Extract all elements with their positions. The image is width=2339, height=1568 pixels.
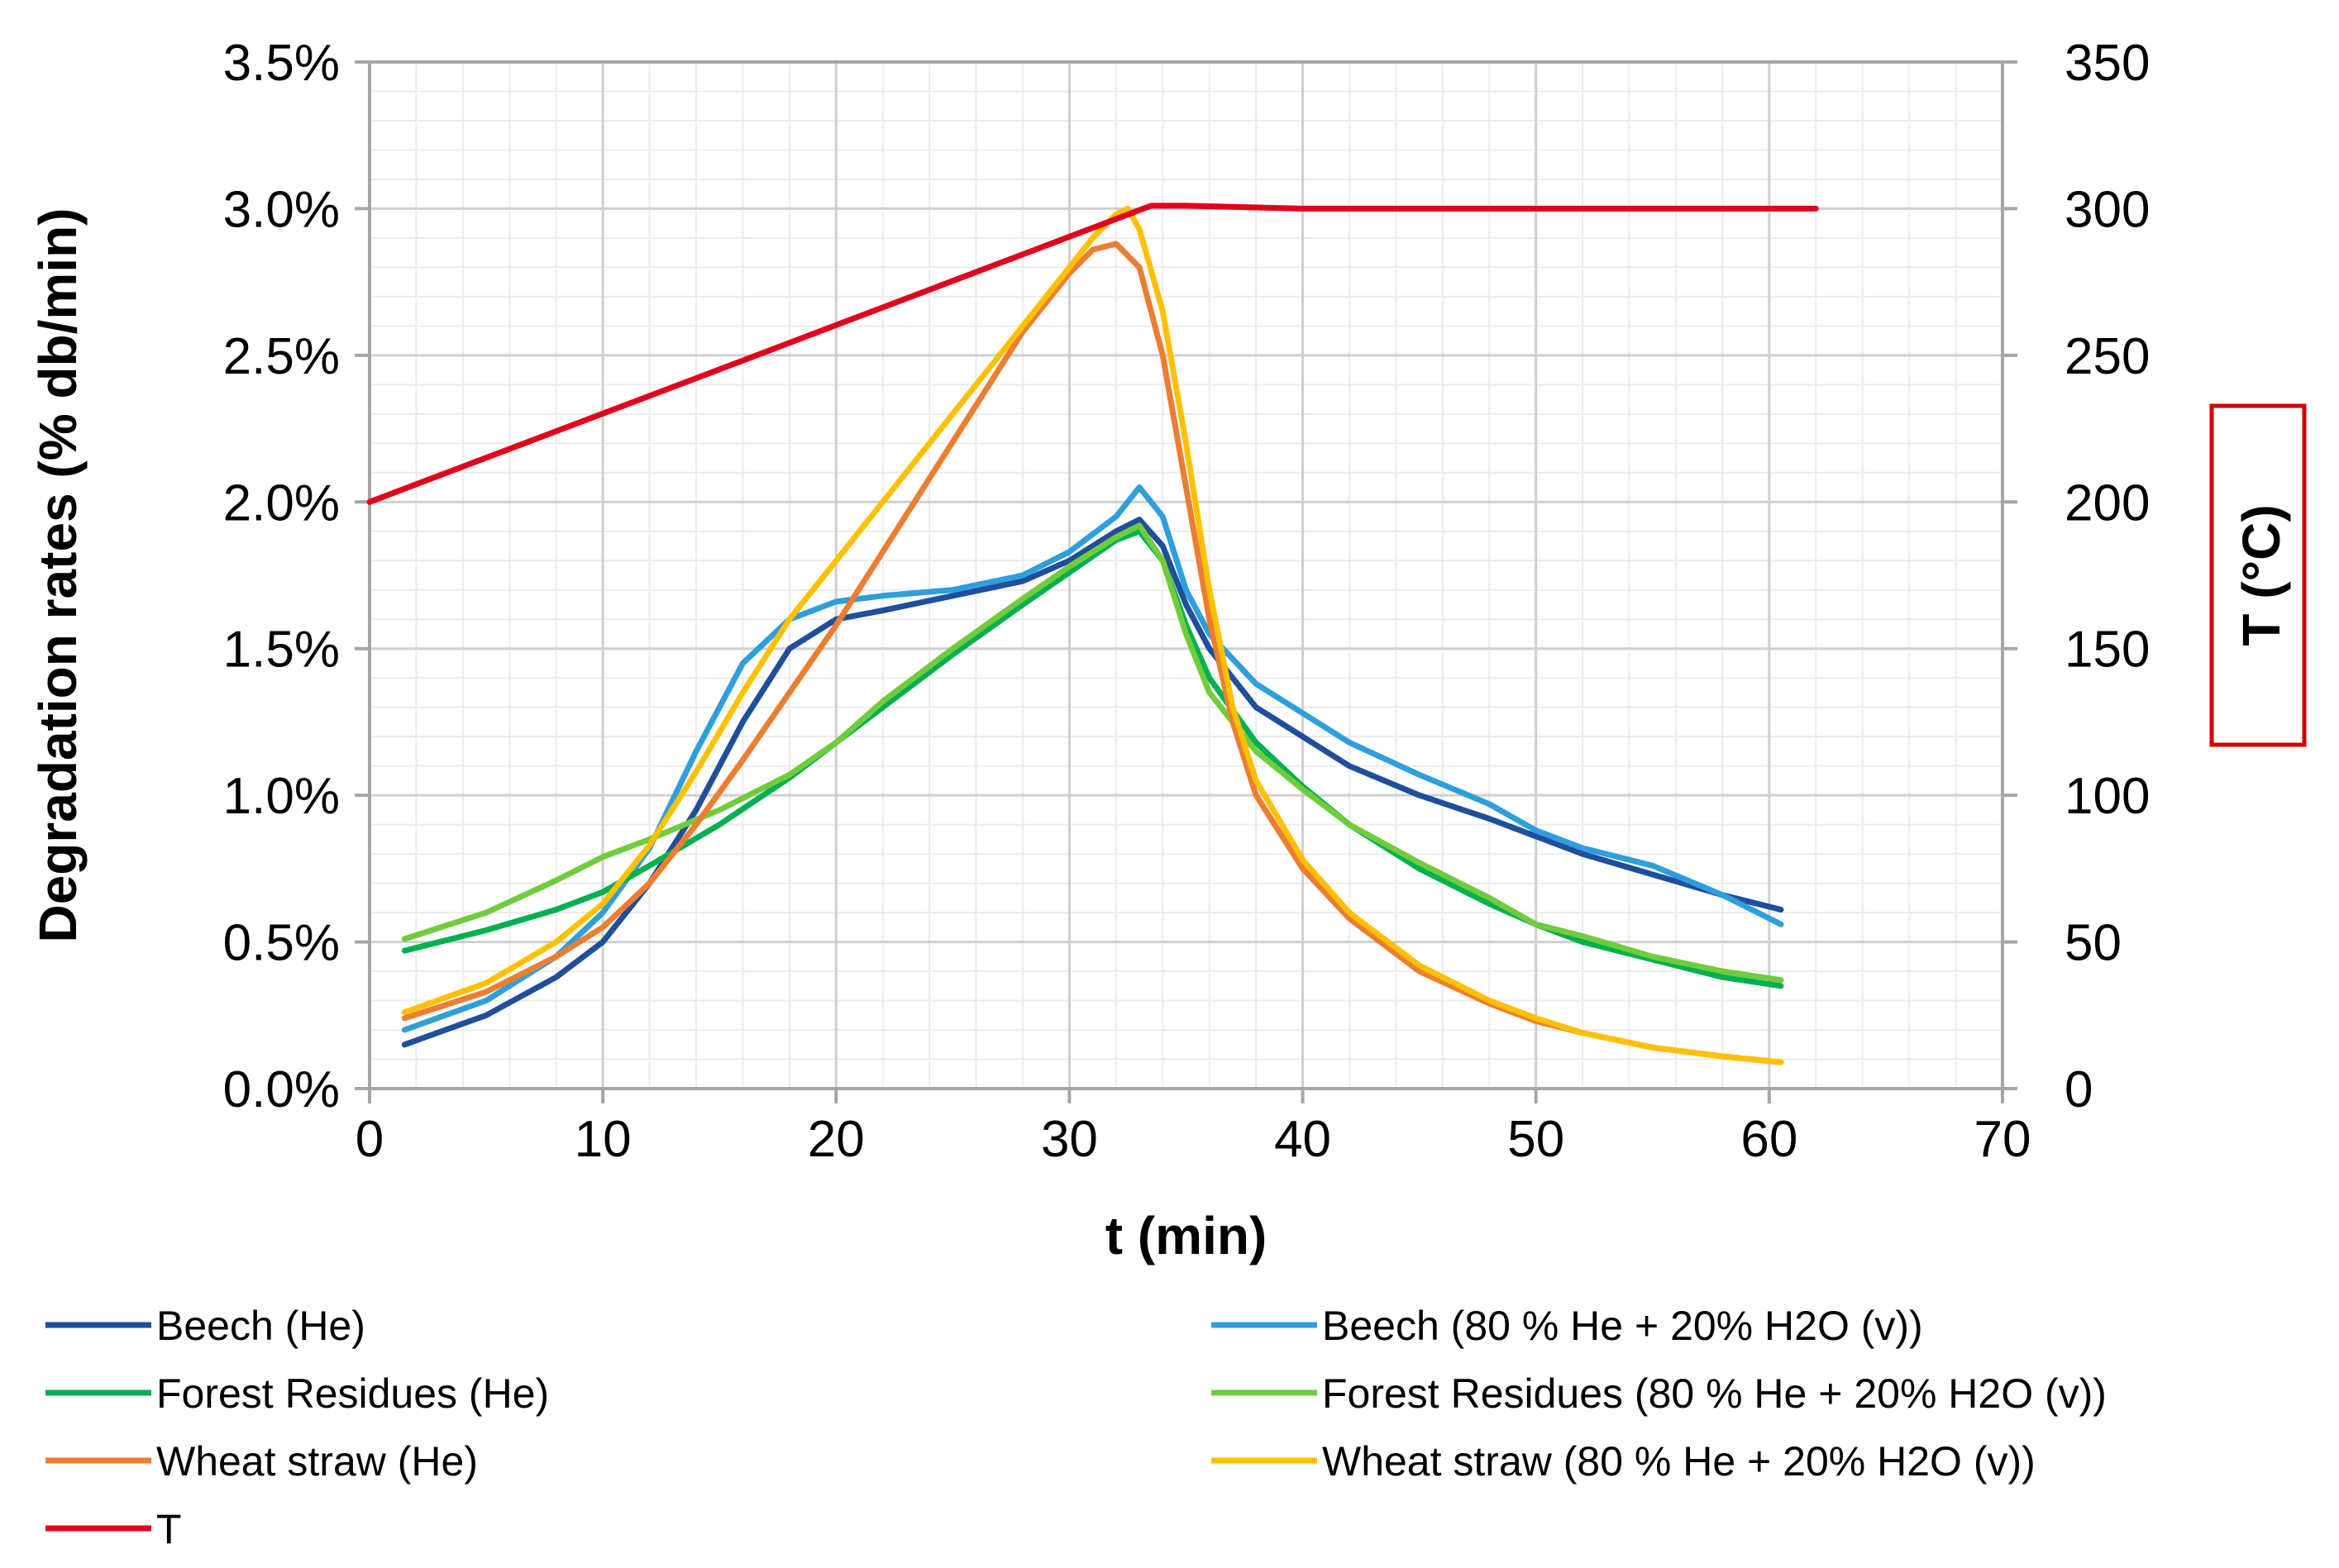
series-line-2 xyxy=(401,484,1784,1033)
x-tick-label: 30 xyxy=(1041,1111,1098,1168)
y-tick-label: 3.5% xyxy=(223,35,340,92)
y2-axis-title: T (°C) xyxy=(2232,504,2291,646)
x-tick-label: 20 xyxy=(808,1111,865,1168)
series-line-7 xyxy=(366,203,1819,505)
y-tick-label: 0.5% xyxy=(223,915,340,972)
x-tick-label: 40 xyxy=(1274,1111,1331,1168)
y2-tick-label: 100 xyxy=(2065,768,2150,825)
y2-tick-label: 150 xyxy=(2065,622,2150,679)
x-tick-label: 60 xyxy=(1740,1111,1797,1168)
legend-label-6: Wheat straw (80 % He + 20% H2O (v)) xyxy=(1322,1438,2036,1485)
y-tick-label: 3.0% xyxy=(223,181,340,238)
x-tick-label: 70 xyxy=(1974,1111,2031,1168)
x-tick-label: 10 xyxy=(575,1111,632,1168)
series-layer xyxy=(366,203,1819,1065)
legend-label-5: Wheat straw (He) xyxy=(156,1438,478,1485)
plot-area-border xyxy=(368,60,2004,1090)
legend-label-7: T xyxy=(156,1506,182,1552)
series-line-6 xyxy=(401,205,1784,1065)
axes-layer xyxy=(355,60,2017,1103)
y2-tick-label: 200 xyxy=(2065,474,2150,531)
y2-tick-label: 0 xyxy=(2065,1061,2093,1118)
x-tick-label: 0 xyxy=(356,1111,384,1168)
y2-axis-title-group: T (°C) xyxy=(2209,403,2307,747)
x-tick-label: 50 xyxy=(1507,1111,1564,1168)
legend-label-2: Beech (80 % He + 20% H2O (v)) xyxy=(1322,1303,1923,1349)
y-tick-label: 0.0% xyxy=(223,1061,340,1118)
labels-layer: 0 10 20 30 40 50 60 70 0.0% 0.5% 1.0% 1.5% 2.0% 2.5% 3… xyxy=(28,35,2307,1265)
y-tick-label: 2.5% xyxy=(223,328,340,385)
legend-label-4: Forest Residues (80 % He + 20% H2O (v)) xyxy=(1322,1370,2107,1417)
legend-label-1: Beech (He) xyxy=(156,1303,365,1349)
y2-tick-label: 300 xyxy=(2065,181,2150,238)
y2-tick-label: 350 xyxy=(2065,35,2150,92)
y2-axis-title-box xyxy=(2209,403,2307,747)
y-tick-label: 1.5% xyxy=(223,622,340,679)
legend-label-3: Forest Residues (He) xyxy=(156,1370,549,1417)
y2-tick-label: 250 xyxy=(2065,328,2150,385)
y-tick-label: 1.0% xyxy=(223,768,340,825)
grid-layer xyxy=(370,62,2002,1089)
series-line-1 xyxy=(401,517,1784,1048)
x-axis-title: t (min) xyxy=(1105,1206,1267,1265)
legend-layer: Beech (He) Beech (80 % He + 20% H2O (v)) F… xyxy=(45,1303,2107,1552)
y2-tick-label: 50 xyxy=(2065,915,2122,972)
y-axis-title: Degradation rates (% db/min) xyxy=(28,208,88,943)
series-line-4 xyxy=(401,522,1784,984)
y-tick-label: 2.0% xyxy=(223,474,340,531)
